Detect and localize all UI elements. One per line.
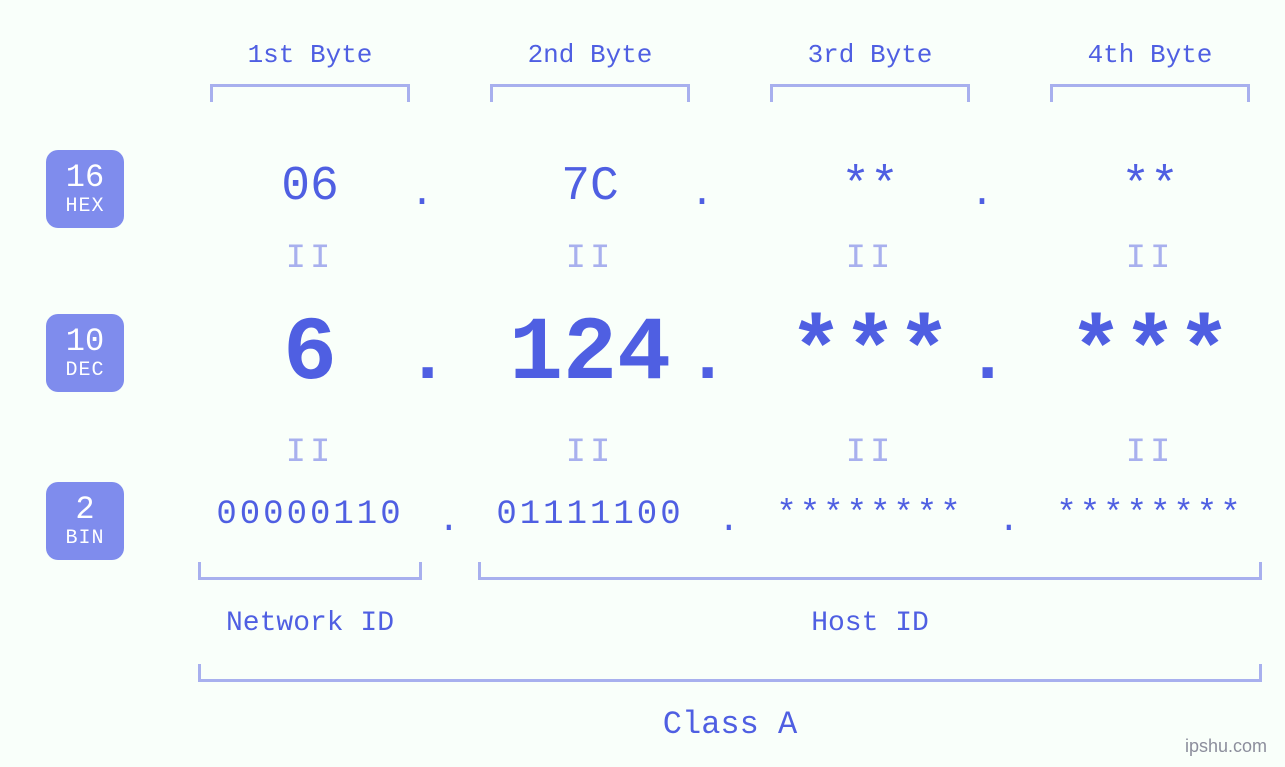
hex-sep-1: .: [410, 172, 430, 217]
eq-1-2: II: [460, 240, 720, 278]
network-bracket: [198, 562, 422, 580]
dec-badge-label: DEC: [65, 360, 104, 381]
hex-badge: 16 HEX: [46, 150, 124, 228]
dec-byte-4: ***: [1020, 310, 1280, 400]
col-header-2: 2nd Byte: [460, 40, 720, 70]
bin-byte-2: 01111100: [460, 496, 720, 534]
bin-sep-1: .: [438, 500, 458, 541]
bin-badge-num: 2: [75, 493, 94, 527]
dec-byte-3: ***: [740, 310, 1000, 400]
bin-byte-3: ********: [740, 496, 1000, 534]
dec-sep-2: .: [686, 318, 706, 400]
network-id-label: Network ID: [198, 608, 422, 639]
top-bracket-1: [210, 84, 410, 102]
dec-sep-1: .: [406, 318, 426, 400]
col-header-1: 1st Byte: [180, 40, 440, 70]
host-id-label: Host ID: [478, 608, 1262, 639]
top-bracket-2: [490, 84, 690, 102]
class-label: Class A: [198, 706, 1262, 743]
col-header-3: 3rd Byte: [740, 40, 1000, 70]
dec-badge-num: 10: [66, 325, 104, 359]
hex-badge-num: 16: [66, 161, 104, 195]
hex-byte-3: **: [740, 160, 1000, 214]
dec-byte-1: 6: [180, 310, 440, 400]
eq-2-2: II: [460, 434, 720, 472]
dec-byte-2: 124: [460, 310, 720, 400]
eq-1-3: II: [740, 240, 1000, 278]
bin-byte-1: 00000110: [180, 496, 440, 534]
dec-badge: 10 DEC: [46, 314, 124, 392]
top-bracket-3: [770, 84, 970, 102]
hex-byte-4: **: [1020, 160, 1280, 214]
bin-byte-4: ********: [1020, 496, 1280, 534]
eq-1-1: II: [180, 240, 440, 278]
ip-diagram: 16 HEX 10 DEC 2 BIN 1st Byte 2nd Byte 3r…: [0, 0, 1285, 767]
eq-1-4: II: [1020, 240, 1280, 278]
bin-sep-2: .: [718, 500, 738, 541]
bin-badge-label: BIN: [65, 528, 104, 549]
bin-sep-3: .: [998, 500, 1018, 541]
hex-sep-3: .: [970, 172, 990, 217]
col-header-4: 4th Byte: [1020, 40, 1280, 70]
eq-2-1: II: [180, 434, 440, 472]
eq-2-4: II: [1020, 434, 1280, 472]
hex-sep-2: .: [690, 172, 710, 217]
bin-badge: 2 BIN: [46, 482, 124, 560]
dec-sep-3: .: [966, 318, 986, 400]
hex-byte-1: 06: [180, 160, 440, 214]
hex-badge-label: HEX: [65, 196, 104, 217]
class-bracket: [198, 664, 1262, 682]
eq-2-3: II: [740, 434, 1000, 472]
top-bracket-4: [1050, 84, 1250, 102]
hex-byte-2: 7C: [460, 160, 720, 214]
watermark: ipshu.com: [1185, 736, 1267, 757]
host-bracket: [478, 562, 1262, 580]
